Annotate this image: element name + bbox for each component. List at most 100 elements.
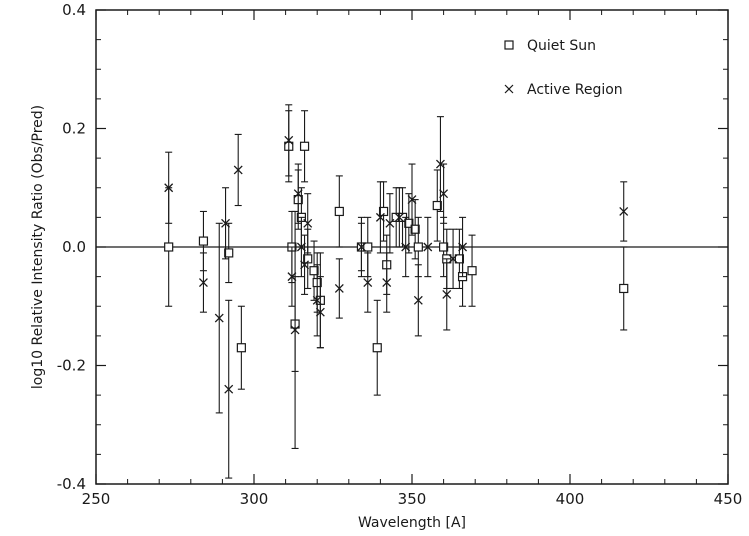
active-region-point (458, 216, 468, 278)
active-region-point (233, 133, 243, 207)
x-marker (394, 212, 404, 222)
square-marker (224, 248, 234, 258)
quiet-sun-point (372, 299, 382, 396)
square-marker (303, 254, 313, 264)
x-tick-label: 250 (82, 490, 111, 508)
x-marker (439, 189, 449, 199)
x-marker (224, 384, 234, 394)
active-region-point (356, 222, 366, 272)
square-marker (432, 200, 442, 211)
quiet-sun-point (224, 222, 234, 284)
y-axis-title: log10 Relative Intensity Ratio (Obs/Pred… (30, 105, 46, 389)
x-marker (401, 242, 411, 252)
quiet-sun-point (432, 169, 442, 242)
active-region-point (448, 228, 458, 290)
x-axis-title: Wavelength [A] (358, 515, 466, 531)
x-tick-label: 450 (714, 490, 743, 508)
legend-active-region-marker (504, 84, 514, 94)
quiet-sun-point (299, 110, 310, 183)
square-marker (439, 242, 449, 252)
x-marker (423, 242, 433, 252)
x-marker (442, 289, 452, 299)
square-marker (410, 224, 420, 234)
quiet-sun-point (236, 305, 246, 390)
x-marker (198, 278, 208, 288)
active-region-point (214, 222, 224, 414)
x-axis-ticks: 250 300 350 400 450 (82, 10, 743, 508)
active-region-point (401, 216, 411, 278)
x-marker (334, 284, 344, 293)
active-region-point (439, 163, 449, 224)
active-region-point (315, 276, 325, 349)
x-marker (293, 189, 303, 199)
quiet-sun-point (334, 175, 344, 248)
active-region-point (413, 264, 423, 337)
y-tick-label: -0.4 (57, 475, 86, 493)
data-marks (164, 104, 629, 479)
square-marker (378, 206, 389, 217)
x-marker (363, 278, 373, 288)
active-region-point (442, 258, 452, 331)
active-region-point (423, 216, 433, 278)
x-marker (233, 165, 243, 175)
active-region-point (164, 151, 174, 224)
active-region-point (407, 163, 417, 236)
x-tick-label: 300 (240, 490, 269, 508)
square-marker (363, 242, 373, 252)
x-marker (458, 242, 468, 252)
x-marker (214, 313, 224, 323)
quiet-sun-point (309, 240, 319, 301)
active-region-point (221, 187, 231, 260)
legend-quiet-sun-label: Quiet Sun (527, 38, 596, 54)
square-marker (454, 254, 464, 264)
active-region-point (334, 258, 344, 319)
square-marker (164, 242, 174, 252)
square-marker (619, 283, 629, 294)
y-tick-label: 0.2 (62, 120, 86, 138)
active-region-point (284, 104, 294, 177)
active-region-point (394, 187, 404, 248)
x-marker (382, 278, 392, 288)
x-marker (407, 195, 417, 205)
quiet-sun-point (378, 181, 389, 242)
x-marker (284, 135, 294, 145)
active-region-point (375, 181, 385, 254)
x-marker (356, 242, 366, 252)
x-tick-label: 350 (398, 490, 427, 508)
legend-active-region-label: Active Region (527, 82, 623, 98)
active-region-point (198, 252, 208, 313)
active-region-point (385, 193, 395, 254)
y-tick-label: 0.0 (62, 238, 86, 256)
x-tick-label: 400 (556, 490, 585, 508)
active-region-point (303, 193, 313, 254)
x-marker (303, 218, 313, 228)
square-marker (236, 343, 246, 353)
legend: Quiet Sun Active Region (504, 38, 623, 98)
square-marker (372, 343, 382, 353)
quiet-sun-point (439, 216, 449, 278)
x-marker (300, 260, 310, 270)
x-marker (221, 218, 231, 228)
y-tick-label: -0.2 (57, 357, 86, 375)
x-marker (375, 212, 385, 222)
square-marker (309, 266, 319, 276)
x-marker (290, 325, 300, 335)
x-marker (385, 218, 395, 228)
square-marker (334, 206, 344, 217)
square-marker (413, 242, 423, 252)
quiet-sun-point (619, 246, 629, 331)
x-marker (619, 206, 629, 216)
y-axis-ticks: 0.4 0.2 0.0 -0.2 -0.4 (57, 1, 728, 493)
active-region-point (290, 210, 300, 450)
legend-quiet-sun-marker (504, 40, 514, 50)
active-region-point (300, 234, 310, 295)
x-marker (413, 295, 423, 305)
x-marker (164, 183, 174, 193)
active-region-point (293, 163, 303, 224)
square-marker (299, 141, 310, 151)
x-marker (448, 254, 458, 264)
x-marker (315, 307, 325, 317)
active-region-point (619, 181, 629, 242)
active-region-point (224, 299, 234, 479)
square-marker (467, 266, 477, 276)
